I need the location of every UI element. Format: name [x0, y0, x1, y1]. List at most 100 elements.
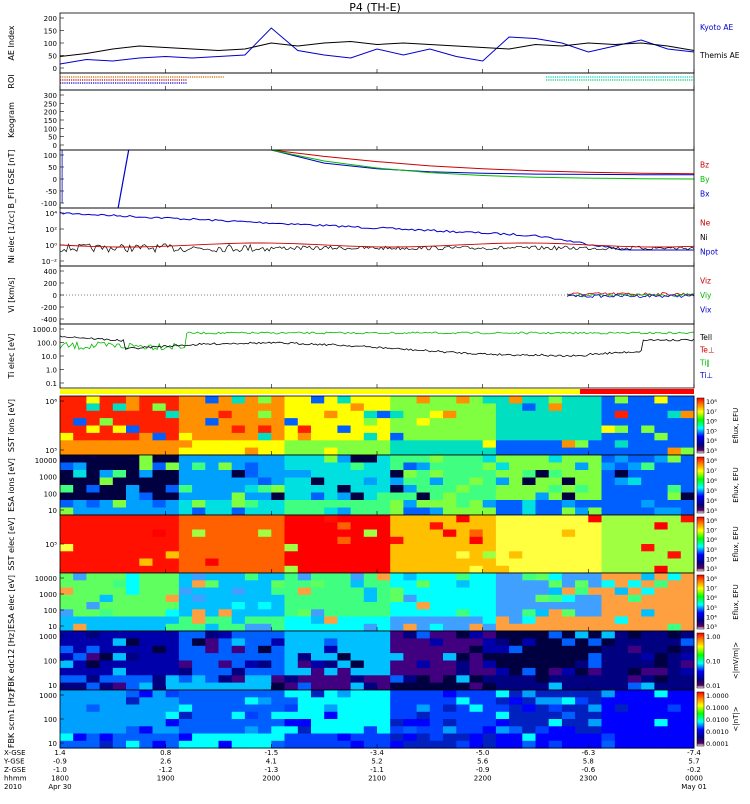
- legend-temperature-0: Tell: [699, 333, 712, 342]
- footer-tick-label: 1900: [157, 775, 175, 783]
- footer-row-label: hhmm: [4, 775, 27, 783]
- ae-ytick: 100: [44, 40, 57, 48]
- sst_ion-colorbar-label: Eflux, EFU: [732, 408, 740, 443]
- sst_elec-ylabel: SST elec [eV]: [7, 517, 16, 570]
- fbk_b-ytick: 100: [44, 716, 57, 724]
- esa_elec-colorbar-tick: 10⁶: [706, 594, 717, 602]
- fbk_e-ylabel: FBK edc12 [Hz]: [7, 630, 16, 691]
- esa_elec-ytick: 1000: [39, 591, 57, 599]
- fbk_b-ytick: 1000: [39, 692, 57, 700]
- density-ytick: 10⁴: [45, 210, 57, 218]
- tell-trace: [59, 335, 695, 358]
- velocity-ytick: 0: [53, 292, 57, 300]
- sst_ion-spectrogram: [60, 396, 695, 456]
- esa_elec-ylabel: ESA elec [eV]: [7, 575, 16, 629]
- sst_ion-colorbar-tick: 10⁶: [706, 418, 717, 426]
- footer-tick-label: -1.0: [53, 766, 67, 774]
- fbk_e-colorbar-label: <|mV/m|>: [732, 642, 740, 679]
- velocity-ytick: -400: [41, 316, 57, 324]
- footer-tick-label: 2.6: [160, 758, 172, 766]
- legend-kyoto-ae: Kyoto AE: [700, 23, 733, 32]
- esa_ion-colorbar-tick: 10³: [706, 507, 717, 515]
- fbk_e-colorbar-tick: 0.10: [706, 658, 720, 666]
- footer-tick-label: 5.8: [583, 758, 594, 766]
- footer-tick-label: -0.6: [581, 766, 595, 774]
- esa_ion-colorbar-tick: 10⁸: [706, 457, 717, 465]
- footer-tick-label: -5.0: [476, 749, 490, 757]
- footer-tick-label: 2300: [579, 775, 597, 783]
- temperature-ytick: 1000.0: [33, 326, 58, 334]
- esa_ion-colorbar-tick: 10⁶: [706, 477, 717, 485]
- sst_ion-colorbar-tick: 10⁸: [706, 398, 717, 406]
- footer-tick-label: 0.8: [160, 749, 171, 757]
- footer-tick-label: -1.5: [264, 749, 278, 757]
- footer-tick-label: -3.4: [370, 749, 384, 757]
- density-ytick: 10⁻²: [42, 258, 58, 266]
- esa_ion-colorbar-tick: 10⁴: [706, 497, 717, 505]
- series-bfield-0: [271, 149, 695, 175]
- esa_ion-colorbar-tick: 10⁵: [706, 487, 717, 495]
- sst_elec-colorbar-tick: 10⁵: [706, 546, 717, 554]
- footer-tick-label: Apr 30: [48, 783, 71, 791]
- series-ae-1: [59, 40, 695, 57]
- bfield-ytick: -100: [41, 200, 57, 208]
- footer-tick-label: -1.2: [159, 766, 173, 774]
- esa_elec-colorbar-tick: 10⁵: [706, 604, 717, 612]
- footer-tick-label: 1.4: [54, 749, 66, 757]
- esa_elec-ytick: 100: [44, 607, 57, 615]
- bfield-ytick: -50: [46, 188, 57, 196]
- velocity-trace-2: [566, 293, 695, 299]
- footer-row-label: 2010: [4, 783, 22, 791]
- fbk_e-colorbar-tick: 1.00: [706, 633, 720, 641]
- footer-tick-label: -6.3: [581, 749, 595, 757]
- legend-density-2: Npot: [700, 248, 718, 257]
- temperature-ytick: 100.0: [37, 340, 57, 348]
- kp-ytick: 50: [48, 134, 57, 142]
- sst_elec-colorbar-tick: 10⁴: [706, 555, 717, 563]
- kp-ytick: 250: [44, 100, 57, 108]
- kp-frame: [59, 89, 695, 151]
- status-bar-yellow: [60, 389, 580, 394]
- legend-temperature-1: Te⊥: [699, 346, 714, 355]
- bfield-ytick: 0: [53, 176, 57, 184]
- plot-title: P4 (TH-E): [349, 1, 401, 14]
- footer-tick-label: -0.9: [476, 766, 490, 774]
- esa_ion-colorbar-label: Eflux, EFU: [732, 467, 740, 502]
- esa_elec-ytick: 10: [48, 623, 57, 631]
- fbk_b-colorbar-label: <|nT|>: [732, 706, 740, 731]
- sst_elec-colorbar-label: Eflux, EFU: [732, 526, 740, 561]
- esa_elec-colorbar-tick: 10⁷: [706, 585, 717, 593]
- esa_ion-spectrogram: [60, 455, 695, 516]
- sst_ion-colorbar-tick: 10⁴: [706, 437, 717, 445]
- fbk_e-colorbar: [696, 632, 705, 689]
- footer-row-label: X-GSE: [4, 749, 26, 757]
- footer-tick-label: 5.7: [688, 758, 699, 766]
- kp-ytick: 100: [44, 125, 57, 133]
- series-ae-0: [59, 27, 695, 65]
- footer-tick-label: 2200: [474, 775, 492, 783]
- temperature-ylabel: Ti elec [eV]: [7, 333, 16, 379]
- esa_ion-ytick: 10: [48, 507, 57, 515]
- sst_ion-colorbar: [696, 397, 705, 454]
- legend-bfield-2: Bx: [700, 190, 710, 199]
- footer-tick-label: 5.6: [477, 758, 489, 766]
- legend-themis-ae: Themis AE: [699, 51, 740, 60]
- esa_elec-spectrogram: [60, 573, 695, 632]
- sst_elec-colorbar: [696, 516, 705, 572]
- kp-ytick: 0: [53, 142, 57, 150]
- sst_ion-ytick: 10⁶: [45, 398, 57, 406]
- esa_ion-ytick: 1000: [39, 474, 57, 482]
- fbk_e-ytick: 100: [44, 658, 57, 666]
- footer-tick-label: -1.3: [264, 766, 278, 774]
- esa_ion-ylabel: ESA ions [eV]: [7, 458, 16, 512]
- sst_ion-colorbar-tick: 10⁷: [706, 408, 717, 416]
- esa_elec-ytick: 10000: [35, 575, 57, 583]
- footer-tick-label: -0.9: [53, 758, 67, 766]
- legend-velocity-1: Viy: [700, 291, 712, 300]
- esa_ion-ytick: 100: [44, 490, 57, 498]
- velocity-ytick: -200: [41, 304, 57, 312]
- temperature-frame: [59, 323, 695, 389]
- fbk_e-spectrogram: [60, 631, 695, 691]
- footer-tick-label: 5.2: [371, 758, 382, 766]
